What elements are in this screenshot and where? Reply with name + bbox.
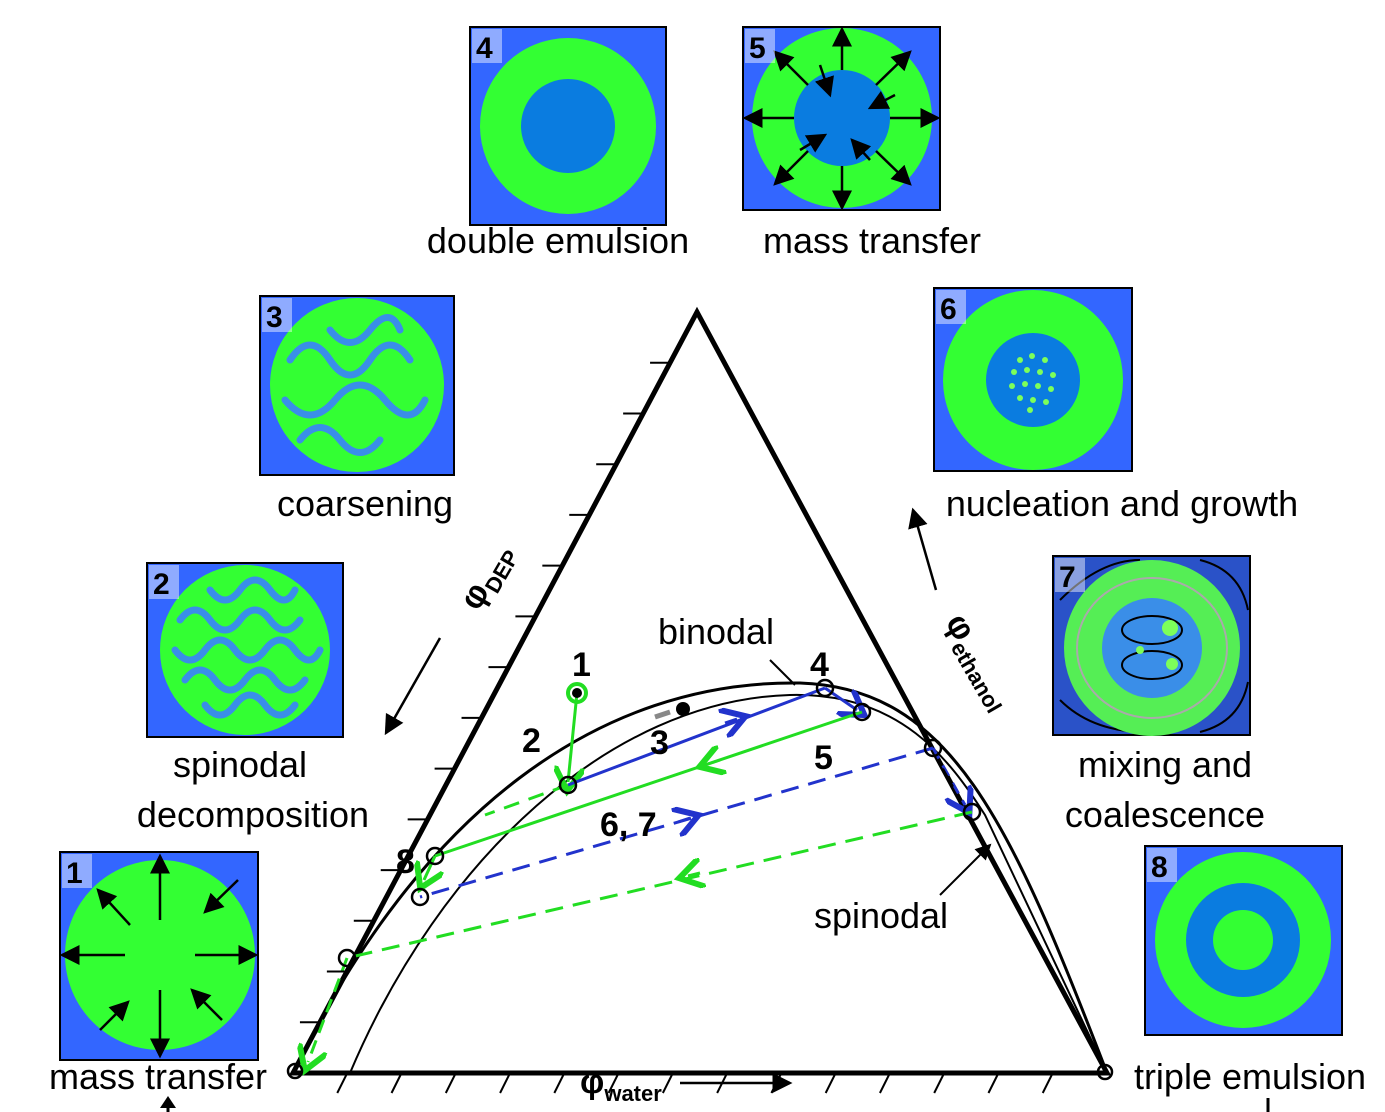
point-label: 2 [522, 722, 541, 760]
tick [1043, 1073, 1053, 1093]
panel-caption: spinodal [173, 744, 307, 785]
tick [779, 464, 789, 482]
point-label: 5 [814, 739, 833, 777]
panel-caption: mass transfer [49, 1056, 267, 1097]
tick [970, 819, 980, 837]
tick [752, 413, 762, 431]
tick [500, 1073, 510, 1093]
tick [880, 1073, 890, 1093]
panel-6: 6 nucleation and growth [934, 288, 1298, 524]
panel-7: 7 mixing and coalescence [1053, 556, 1265, 835]
curve-label: binodal [658, 611, 774, 652]
panel-caption: coarsening [277, 483, 453, 524]
curve-label: spinodal [814, 895, 948, 936]
axis-subscript: ethanol [946, 637, 1007, 717]
axis-subscript: water [603, 1081, 662, 1106]
panel-1: 1 mass transfer [49, 852, 267, 1097]
panel-number: 2 [153, 568, 170, 601]
point-label: 4 [810, 646, 829, 684]
tick [826, 1073, 836, 1093]
panel-caption: coalescence [1065, 794, 1265, 835]
point-label: 1 [572, 646, 591, 684]
panel-number: 6 [940, 293, 957, 326]
panel-caption: nucleation and growth [946, 483, 1298, 524]
panel-number: 7 [1059, 561, 1076, 594]
point-label: 6, 7 [600, 806, 657, 844]
panel-caption: triple emulsion [1134, 1056, 1366, 1097]
panel-number: 1 [66, 857, 83, 890]
panel-3: 3 coarsening [260, 296, 454, 524]
tick [943, 769, 953, 787]
panel-2: 2 spinodal decomposition [137, 563, 369, 835]
tick [998, 870, 1008, 888]
tick [1025, 921, 1035, 939]
tick [554, 1073, 564, 1093]
tick [724, 363, 734, 381]
panel-number: 5 [749, 32, 766, 65]
tick [806, 515, 816, 533]
axis-subscript: DEP [480, 546, 524, 598]
tick [834, 566, 844, 584]
point-label: 3 [650, 724, 669, 762]
axis-symbol: φ [580, 1063, 604, 1101]
panel-caption: decomposition [137, 794, 369, 835]
axis-label: φethanol [934, 607, 1023, 717]
tick [988, 1073, 998, 1093]
panel-5: 5 mass transfer [743, 27, 981, 261]
point-label: 8 [396, 843, 415, 881]
diagram: 1 mass transfer 2 spinodal decomposition… [0, 0, 1385, 1112]
panel-caption: mass transfer [763, 220, 981, 261]
tick [888, 667, 898, 685]
tick [392, 1073, 402, 1093]
axis-label: φDEP [452, 537, 524, 619]
panel-number: 3 [266, 301, 283, 334]
tick [663, 1073, 673, 1093]
panel-4: 4 double emulsion [427, 27, 689, 261]
tick [861, 616, 871, 634]
panel-8: 8 triple emulsion [1134, 846, 1366, 1097]
panel-caption: mixing and [1078, 744, 1252, 785]
binodal-curve [293, 683, 1107, 1073]
panel-caption: double emulsion [427, 220, 689, 261]
tick [934, 1073, 944, 1093]
axis-label: φwater [580, 1063, 662, 1106]
panel-number: 4 [476, 32, 493, 65]
tick [446, 1073, 456, 1093]
tick [337, 1073, 347, 1093]
panel-number: 8 [1151, 851, 1168, 884]
tick [916, 718, 926, 736]
